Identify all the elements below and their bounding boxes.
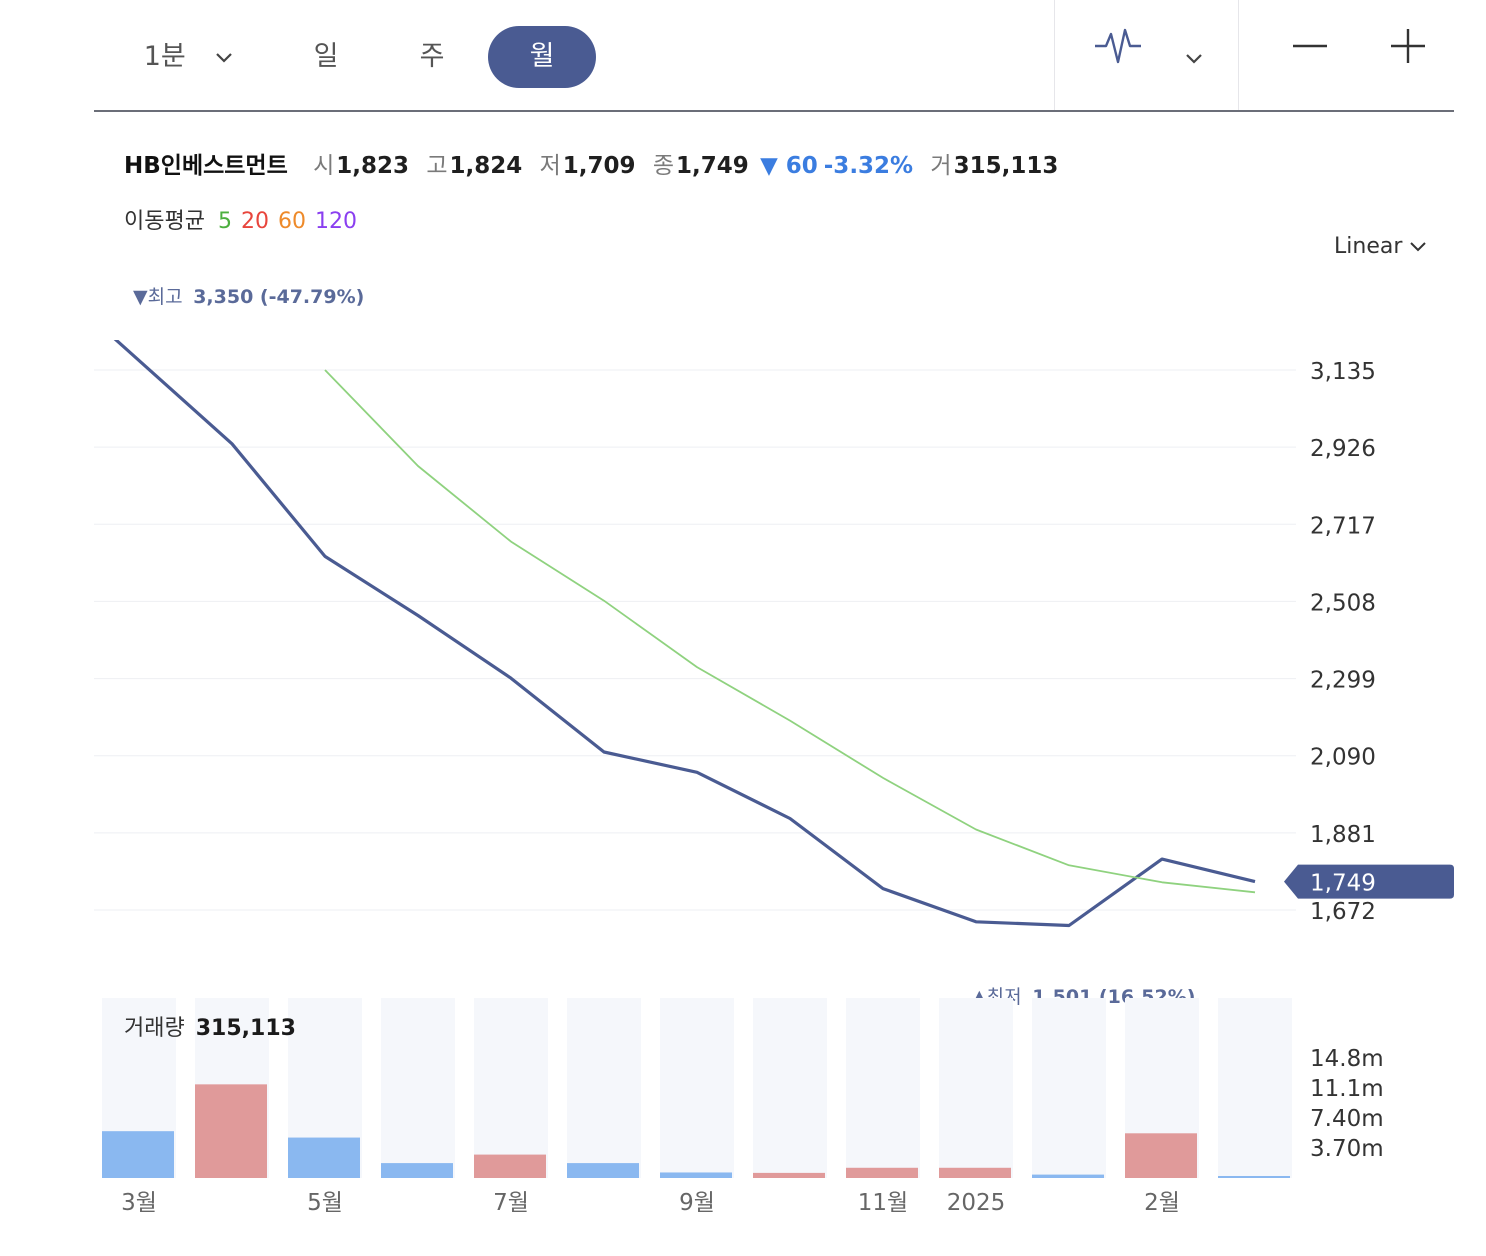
volume-bar	[381, 1163, 453, 1178]
low-value: 1,709	[562, 153, 636, 179]
ma-20: 20	[240, 209, 269, 234]
high-marker-value: 3,350 (-47.79%)	[193, 286, 365, 308]
open-value: 1,823	[336, 153, 409, 179]
minute-dropdown-button[interactable]: 1분	[134, 26, 244, 88]
high-value: 1,824	[449, 153, 523, 179]
month-tab-label: 월	[529, 41, 555, 72]
chevron-down-icon	[1409, 234, 1427, 259]
toolbar-divider	[1054, 0, 1055, 110]
high-marker: ▼최고 3,350 (-47.79%)	[133, 282, 364, 309]
volume-tick-label: 3.70m	[1310, 1136, 1384, 1162]
volume-bg-column	[660, 998, 734, 1178]
volume-bar	[846, 1167, 918, 1178]
y-tick-label: 2,090	[1310, 745, 1376, 771]
ma-5-line	[324, 369, 1256, 894]
volume-bar	[1032, 1174, 1104, 1178]
y-tick-label: 1,881	[1310, 822, 1376, 848]
volume-bg-column	[381, 998, 455, 1178]
ma-120: 120	[314, 209, 357, 234]
ma-5: 5	[217, 209, 232, 234]
week-tab[interactable]: 주	[390, 26, 474, 88]
zoom-in-button[interactable]	[1382, 26, 1434, 88]
change-amount: ▼ 60	[760, 153, 818, 179]
close-key: 종	[652, 153, 674, 179]
x-tick-label: 2월	[1144, 1190, 1180, 1216]
volume-bar	[660, 1172, 732, 1178]
volume-bar	[288, 1137, 360, 1178]
volume-legend-value: 315,113	[195, 1016, 296, 1041]
change-percent: -3.32%	[823, 153, 914, 179]
x-tick-label: 3월	[121, 1190, 157, 1216]
close-value: 1,749	[675, 153, 749, 179]
ma-60: 60	[277, 209, 306, 234]
stock-name: HB인베스트먼트	[124, 153, 288, 179]
high-marker-label: ▼최고	[133, 286, 183, 308]
volume-bg-column	[1032, 998, 1106, 1178]
volume-bar	[753, 1172, 825, 1178]
toolbar-divider	[1238, 0, 1239, 110]
open-key: 시	[313, 153, 335, 179]
volume-bar	[102, 1131, 174, 1178]
x-tick-label: 2025	[947, 1190, 1006, 1216]
zoom-out-button[interactable]	[1284, 26, 1336, 88]
week-tab-label: 주	[419, 41, 445, 72]
x-tick-label: 9월	[679, 1190, 715, 1216]
moving-average-label: 이동평균	[124, 209, 205, 234]
volume-bg-column	[846, 998, 920, 1178]
chart-type-button[interactable]	[1084, 26, 1214, 88]
scale-selector[interactable]: Linear	[1334, 234, 1427, 259]
plus-icon	[1389, 29, 1427, 72]
volume-bg-column	[753, 998, 827, 1178]
chevron-down-icon	[1184, 27, 1204, 89]
chevron-down-icon	[214, 26, 234, 88]
volume-bar	[1218, 1176, 1290, 1178]
y-tick-label: 2,717	[1310, 513, 1376, 539]
price-line	[113, 340, 1256, 928]
volume-bg-column	[1218, 998, 1292, 1178]
volume-legend-label: 거래량	[124, 1016, 185, 1041]
x-tick-label: 5월	[307, 1190, 343, 1216]
volume-bg-column	[939, 998, 1013, 1178]
minus-icon	[1291, 41, 1329, 72]
volume-bg-column	[474, 998, 548, 1178]
volume-bar	[567, 1163, 639, 1178]
volume-legend: 거래량 315,113	[124, 1010, 296, 1042]
volume-value: 315,113	[953, 153, 1059, 179]
line-chart-icon	[1094, 26, 1142, 89]
x-tick-label: 11월	[858, 1190, 908, 1216]
month-tab[interactable]: 월	[488, 26, 596, 88]
day-tab-label: 일	[313, 41, 339, 72]
volume-bar	[1125, 1133, 1197, 1178]
volume-bar	[195, 1084, 267, 1178]
price-summary: HB인베스트먼트 시1,823 고1,824 저1,709 종1,749 ▼ 6…	[124, 146, 1068, 180]
volume-bar	[474, 1154, 546, 1178]
moving-average-legend: 이동평균 5 20 60 120	[124, 203, 363, 235]
volume-key: 거	[930, 153, 952, 179]
y-tick-label: 2,299	[1310, 668, 1376, 694]
y-tick-label: 3,135	[1310, 359, 1376, 385]
day-tab[interactable]: 일	[284, 26, 368, 88]
scale-label: Linear	[1334, 234, 1403, 259]
current-price-tag	[1284, 864, 1454, 899]
volume-tick-label: 11.1m	[1310, 1076, 1384, 1102]
y-tick-label: 2,926	[1310, 436, 1376, 462]
volume-bar	[939, 1167, 1011, 1178]
x-tick-label: 7월	[493, 1190, 529, 1216]
minute-label: 1분	[143, 41, 186, 72]
volume-tick-label: 14.8m	[1310, 1046, 1384, 1072]
y-tick-label: 2,508	[1310, 590, 1376, 616]
volume-tick-label: 7.40m	[1310, 1106, 1384, 1132]
current-price-label: 1,749	[1310, 871, 1376, 897]
y-tick-label: 1,672	[1310, 899, 1376, 925]
high-key: 고	[426, 153, 448, 179]
period-toolbar: 1분 일 주 월	[94, 0, 1454, 112]
low-key: 저	[539, 153, 561, 179]
volume-bg-column	[567, 998, 641, 1178]
